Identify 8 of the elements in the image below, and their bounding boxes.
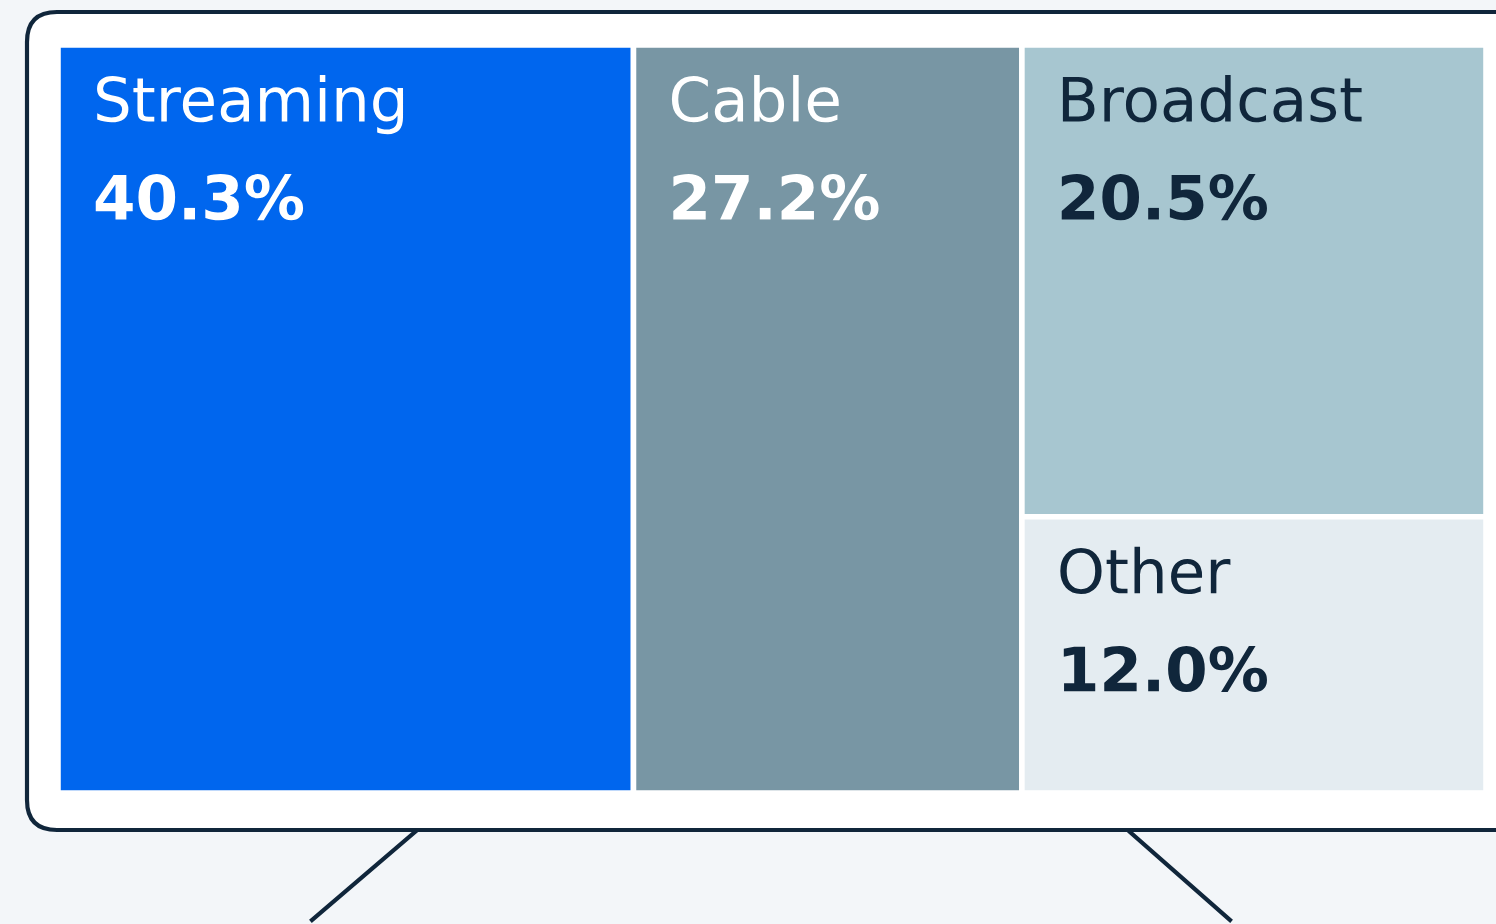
data-label: 40.3% <box>95 174 304 221</box>
data-label: 20.5% <box>1061 174 1267 221</box>
category-label: Streaming <box>97 75 404 135</box>
data-label: 12.0% <box>1063 645 1267 693</box>
category-label: Broadcast <box>1062 75 1362 123</box>
data-label: 27.2% <box>673 174 879 221</box>
category-label: Other <box>1060 546 1231 595</box>
category-label: Cable <box>671 75 839 123</box>
